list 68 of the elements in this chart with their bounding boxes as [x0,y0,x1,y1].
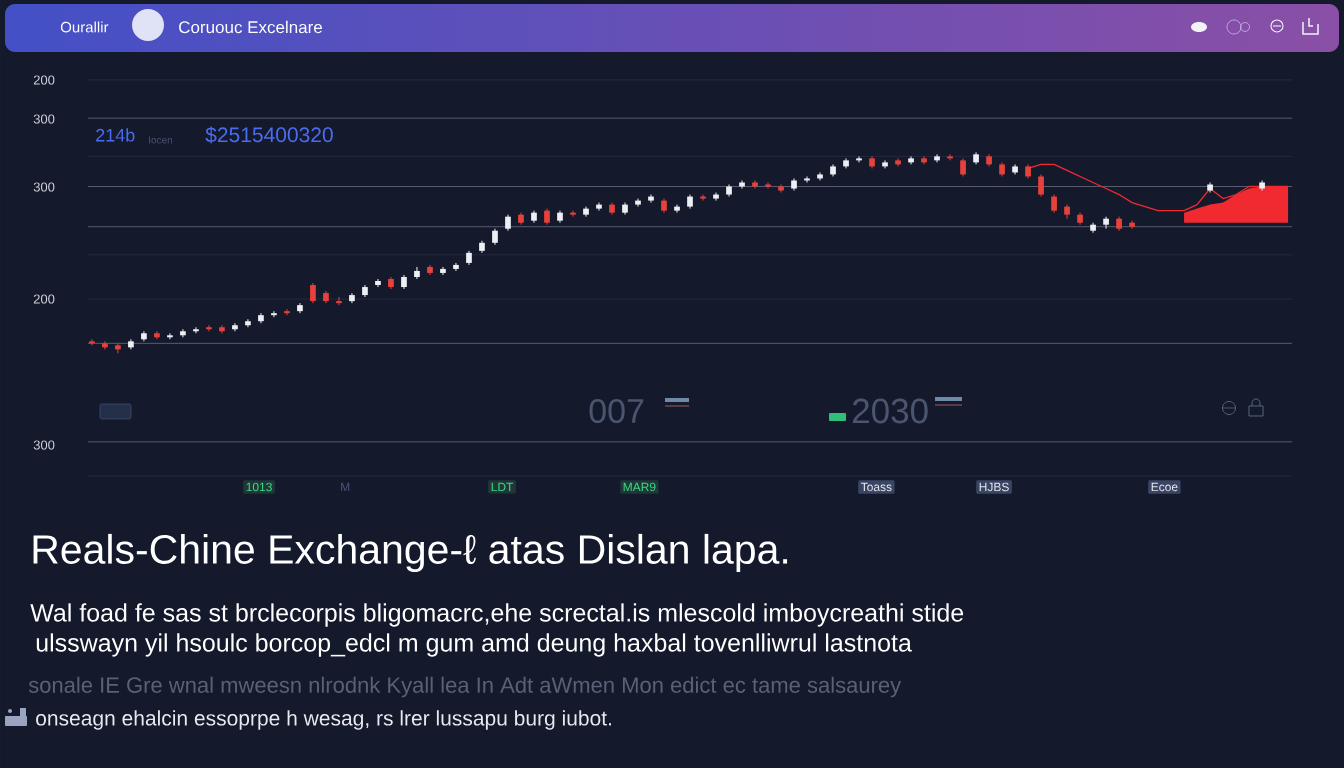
text: $2515400320 [205,126,333,144]
candlestick [856,155,862,163]
candlestick [713,192,719,202]
text: ulsswayn yil hsoulc borcop_edcl m gum amd deung haxbal tovenlliwrul lastnota [36,633,912,657]
candlestick [167,332,173,340]
text: LDT [491,482,514,492]
text: 200 [33,75,55,85]
text: Coruouc Excelnare [179,20,322,34]
candlestick [947,153,953,161]
candlestick [1103,216,1109,230]
text: 007 [589,398,644,424]
candlestick [882,159,888,169]
candlestick [154,330,160,340]
text: onseagn ehalcin essoprpe h wesag, rs lrer lussapu burg iubot. [36,710,612,730]
candlestick [206,324,212,332]
text: Toass [860,482,892,492]
text: Reals-Chine Exchange-ℓ atas Dislan lapa. [33,533,788,573]
text: 200 [33,294,55,304]
candlestick [440,266,446,276]
candlestick [453,262,459,272]
candlestick [310,282,316,304]
candlestick [219,324,225,334]
text: 214b [96,128,135,142]
text: 300 [33,182,55,192]
candlestick [1038,173,1044,198]
text: 300 [33,440,55,450]
candlestick [934,153,940,163]
candlestick [648,194,654,204]
text: sonale IE Gre wnal mweesn nlrodnk Kyall lea In Adt aWmen Mon edict ec tame salsaurey [28,676,902,698]
text: Ecoe [1151,482,1178,492]
text: Wal foad fe sas st brclecorpis bligomacrc,ehe screctal.is mlescold imboycreathi stide [30,603,964,627]
text: 2030 [852,398,928,424]
candlestick [193,326,199,334]
candlestick [570,210,576,218]
candlestick [700,194,706,202]
candlestick [271,310,277,318]
candlestick [102,340,108,350]
candlestick [1129,220,1135,230]
candlestick [596,202,602,212]
candlestick [375,278,381,288]
text: 1013 [246,482,272,492]
candlestick [674,204,680,214]
candlestick [180,328,186,338]
candlestick [635,198,641,208]
candlestick [960,157,966,177]
candlestick [739,179,745,190]
candlestick [89,338,95,346]
candlestick [1051,194,1057,214]
candlestick [804,175,810,183]
candlestick [921,155,927,165]
text: 300 [33,114,55,124]
candlestick [778,184,784,194]
candlestick [232,322,238,332]
text: Iocen [149,136,173,144]
text: HJBS [979,482,1009,492]
candlestick [908,155,914,165]
candlestick [284,308,290,316]
candlestick [115,342,121,354]
candlestick [336,296,342,306]
text: M [341,482,350,492]
candlestick [817,171,823,181]
candlestick [752,179,758,190]
candlestick [414,266,420,280]
text: Ourallir [60,21,109,33]
text: MAR9 [623,482,656,492]
candlestick [895,157,901,167]
candlestick [765,181,771,190]
candlestick [245,318,251,328]
